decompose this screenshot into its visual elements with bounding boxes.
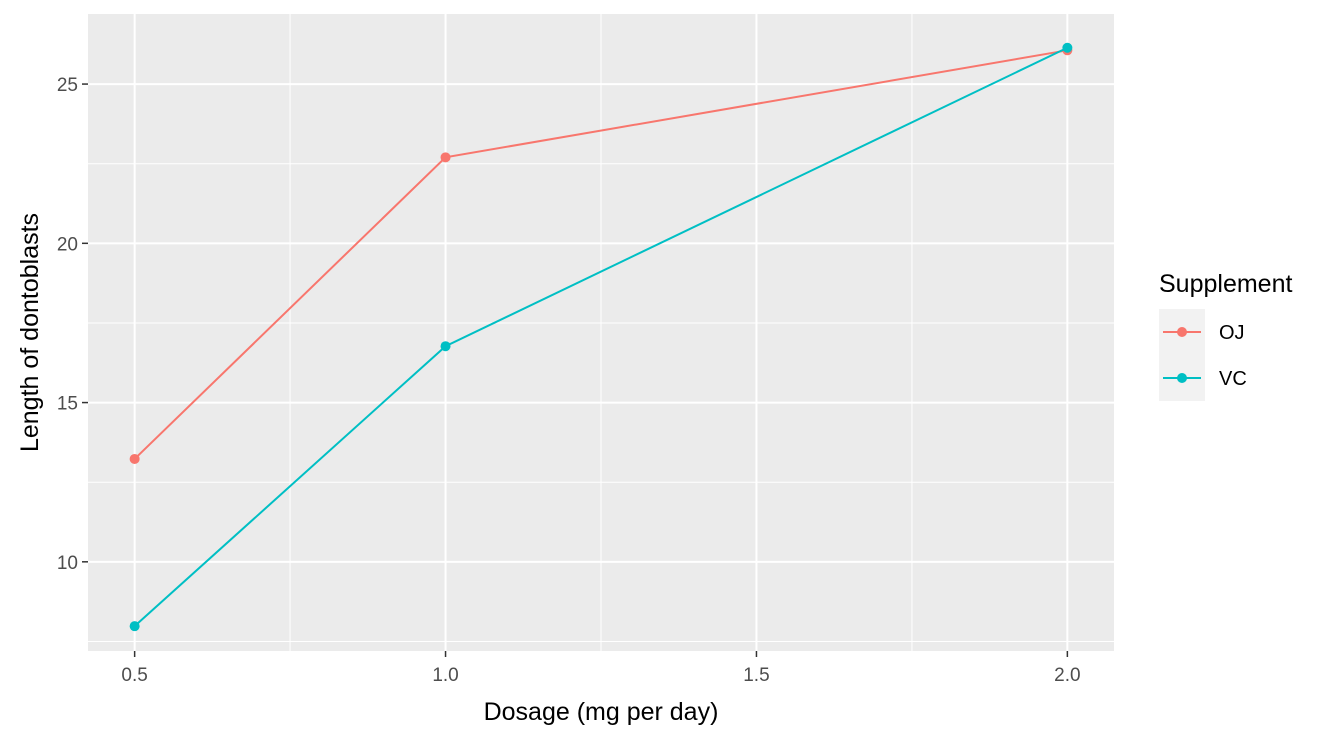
x-tick-label: 2.0 (1054, 665, 1080, 686)
series-layer (129, 42, 1073, 632)
legend-item-vc: VC (1163, 368, 1247, 390)
y-tick-label: 15 (57, 394, 78, 415)
x-tick-label: 1.5 (743, 665, 769, 686)
legend-title: Supplement (1159, 270, 1292, 298)
x-tick-label: 0.5 (121, 665, 147, 686)
minor-gridlines (88, 14, 1114, 651)
y-tick-label: 25 (57, 75, 78, 96)
x-tick-label: 1.0 (432, 665, 458, 686)
data-point-oj (440, 152, 451, 163)
major-gridlines (88, 14, 1114, 651)
legend-key-point (1177, 373, 1187, 383)
legend-key-point (1177, 327, 1187, 337)
y-axis-title: Length of dontoblasts (16, 213, 44, 452)
legend-label: OJ (1219, 322, 1245, 344)
y-tick-label: 10 (57, 553, 78, 574)
data-point-vc (129, 621, 140, 632)
data-point-oj (129, 453, 140, 464)
data-point-vc (440, 341, 451, 352)
series-vc (129, 42, 1073, 632)
legend-label: VC (1219, 368, 1247, 390)
y-axis: 10 15 20 25 (57, 75, 88, 574)
x-axis-title: Dosage (mg per day) (484, 698, 719, 726)
x-axis: 0.5 1.0 1.5 2.0 (121, 651, 1081, 686)
legend-item-oj: OJ (1163, 322, 1245, 344)
data-point-vc (1062, 42, 1073, 53)
legend: Supplement OJ VC (1159, 270, 1292, 401)
y-tick-label: 20 (57, 234, 78, 255)
legend-key-background (1159, 309, 1205, 401)
